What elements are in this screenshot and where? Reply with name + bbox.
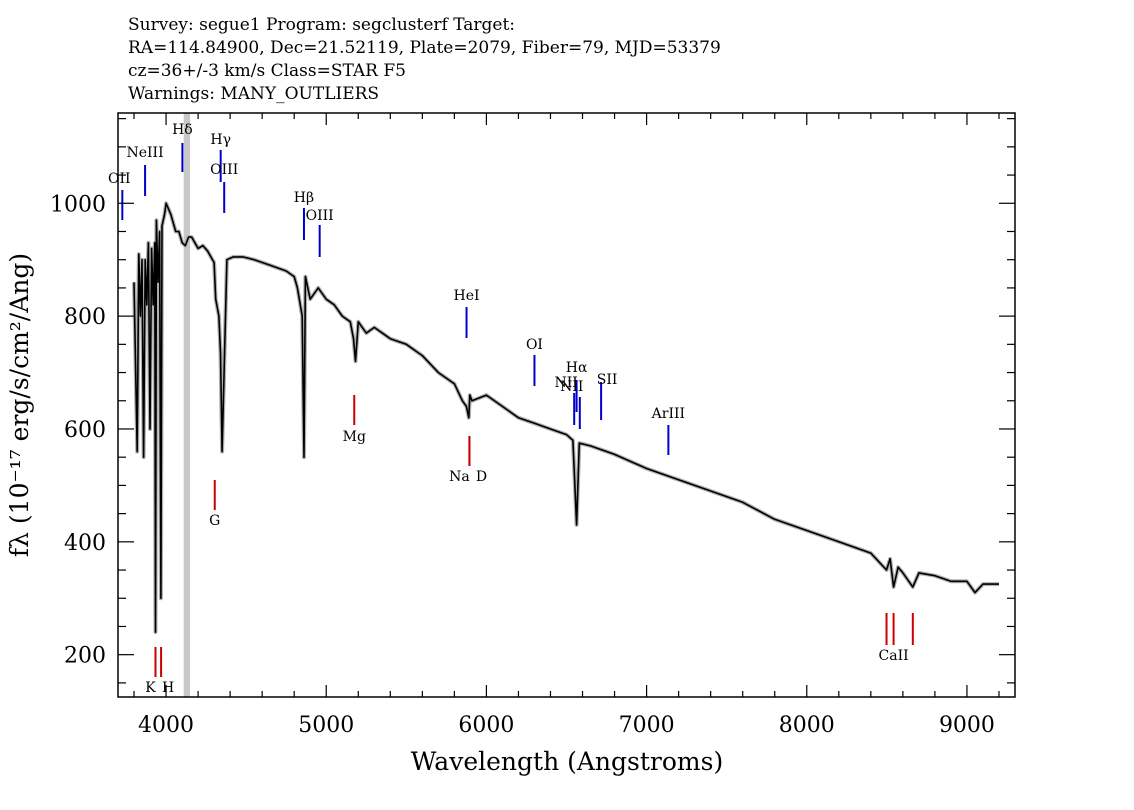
spectrum-line (133, 202, 999, 633)
x-tick-label: 7000 (619, 713, 675, 738)
masked-region (183, 113, 191, 697)
y-tick-label: 1000 (50, 192, 106, 217)
y-axis-title: fλ (10⁻¹⁷ erg/s/cm²/Ang) (5, 253, 34, 557)
error-band (132, 201, 999, 635)
line-label-g: G (209, 513, 220, 529)
header-line-2: RA=114.84900, Dec=21.52119, Plate=2079, … (128, 38, 721, 58)
line-label-na: Na (449, 469, 470, 485)
y-tick-label: 800 (64, 305, 106, 330)
line-label-d: D (476, 469, 487, 485)
line-label-h: H (162, 680, 174, 696)
line-label-oi: OI (526, 337, 543, 353)
x-tick-label: 5000 (298, 713, 354, 738)
line-label-k: K (145, 680, 156, 696)
x-tick-label: 4000 (138, 713, 194, 738)
line-label-hβ: Hβ (294, 190, 314, 206)
header-line-1: Survey: segue1 Program: segclusterf Targ… (128, 15, 516, 35)
line-label-ariii: ArIII (651, 406, 685, 422)
y-tick-label: 200 (64, 644, 106, 669)
plot-frame (117, 112, 1016, 698)
line-label-hγ: Hγ (210, 132, 231, 148)
line-label-hα: Hα (566, 360, 588, 376)
line-label-hδ: Hδ (172, 122, 193, 138)
line-label-neiii: NeIII (126, 145, 163, 161)
line-label-hei: HeI (454, 288, 480, 304)
y-tick-label: 400 (64, 531, 106, 556)
y-tick-label: 600 (64, 418, 106, 443)
header-line-3: cz=36+/-3 km/s Class=STAR F5 (128, 61, 406, 81)
line-label-nii: NII (560, 379, 583, 395)
x-tick-label: 6000 (458, 713, 514, 738)
x-tick-label: 9000 (939, 713, 995, 738)
line-label-oiii: OIII (306, 208, 334, 224)
x-axis-title: Wavelength (Angstroms) (411, 747, 723, 776)
line-label-mg: Mg (343, 429, 366, 445)
line-label-nii: NII (555, 375, 578, 391)
line-label-oiii: OIII (210, 162, 238, 178)
x-tick-label: 8000 (779, 713, 835, 738)
header-line-4: Warnings: MANY_OUTLIERS (128, 84, 380, 104)
line-label-oii: OII (108, 171, 131, 187)
line-label-sii: SII (597, 372, 618, 388)
line-label-caii: CaII (879, 648, 909, 664)
